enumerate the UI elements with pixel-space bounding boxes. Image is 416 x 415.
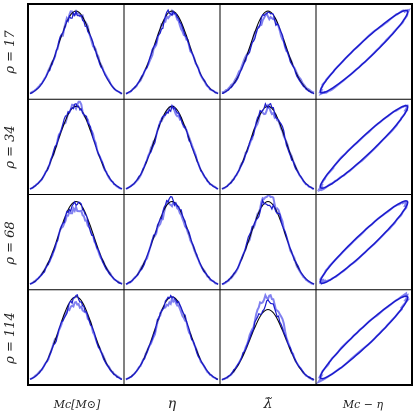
estimate-curve-r3c1 [125, 294, 219, 381]
col-label-lambda: λ̃ [263, 396, 273, 412]
reference-contour-r1c3 [319, 104, 409, 189]
estimate-curve-r2c2 [221, 198, 315, 285]
empirical-curve-r0c2 [221, 11, 315, 94]
estimate-curve-r0c2 [221, 11, 315, 95]
estimate-curve-r3c0 [29, 293, 123, 380]
empirical-contour-r0c3 [318, 8, 411, 96]
row-label-rho-34: ρ = 34 [3, 125, 18, 169]
empirical-contour-r2c3 [318, 200, 409, 286]
estimate-curve-r1c0 [29, 102, 122, 190]
col-label-mc: Mc[M⊙] [53, 398, 101, 411]
estimate-curve-r3c2 [221, 299, 315, 381]
reference-curve-r0c1 [125, 10, 219, 95]
row-label-rho-114: ρ = 114 [3, 312, 18, 365]
reference-contour-r2c3 [319, 200, 409, 285]
estimate-curve-r0c1 [125, 8, 219, 95]
estimate-curve-r0c0 [29, 9, 123, 95]
col-label-mc-eta: Mc − η [342, 398, 384, 411]
col-label-eta: η [168, 396, 177, 412]
row-label-rho-17: ρ = 17 [3, 30, 18, 75]
reference-curve-r3c2 [221, 308, 315, 381]
reference-contour-r3c3 [319, 295, 409, 380]
estimate-curve-r1c2 [221, 102, 314, 190]
figure-frame [27, 3, 413, 386]
empirical-contour-r3c3 [315, 291, 411, 385]
estimate-curve-r2c0 [29, 200, 123, 285]
reference-contour-r0c3 [319, 9, 409, 94]
estimate-curve-r2c1 [125, 195, 219, 285]
panel-grid [27, 3, 413, 386]
empirical-contour-r1c3 [316, 104, 409, 193]
estimate-curve-r1c1 [125, 103, 219, 190]
row-label-rho-68: ρ = 68 [3, 221, 18, 265]
